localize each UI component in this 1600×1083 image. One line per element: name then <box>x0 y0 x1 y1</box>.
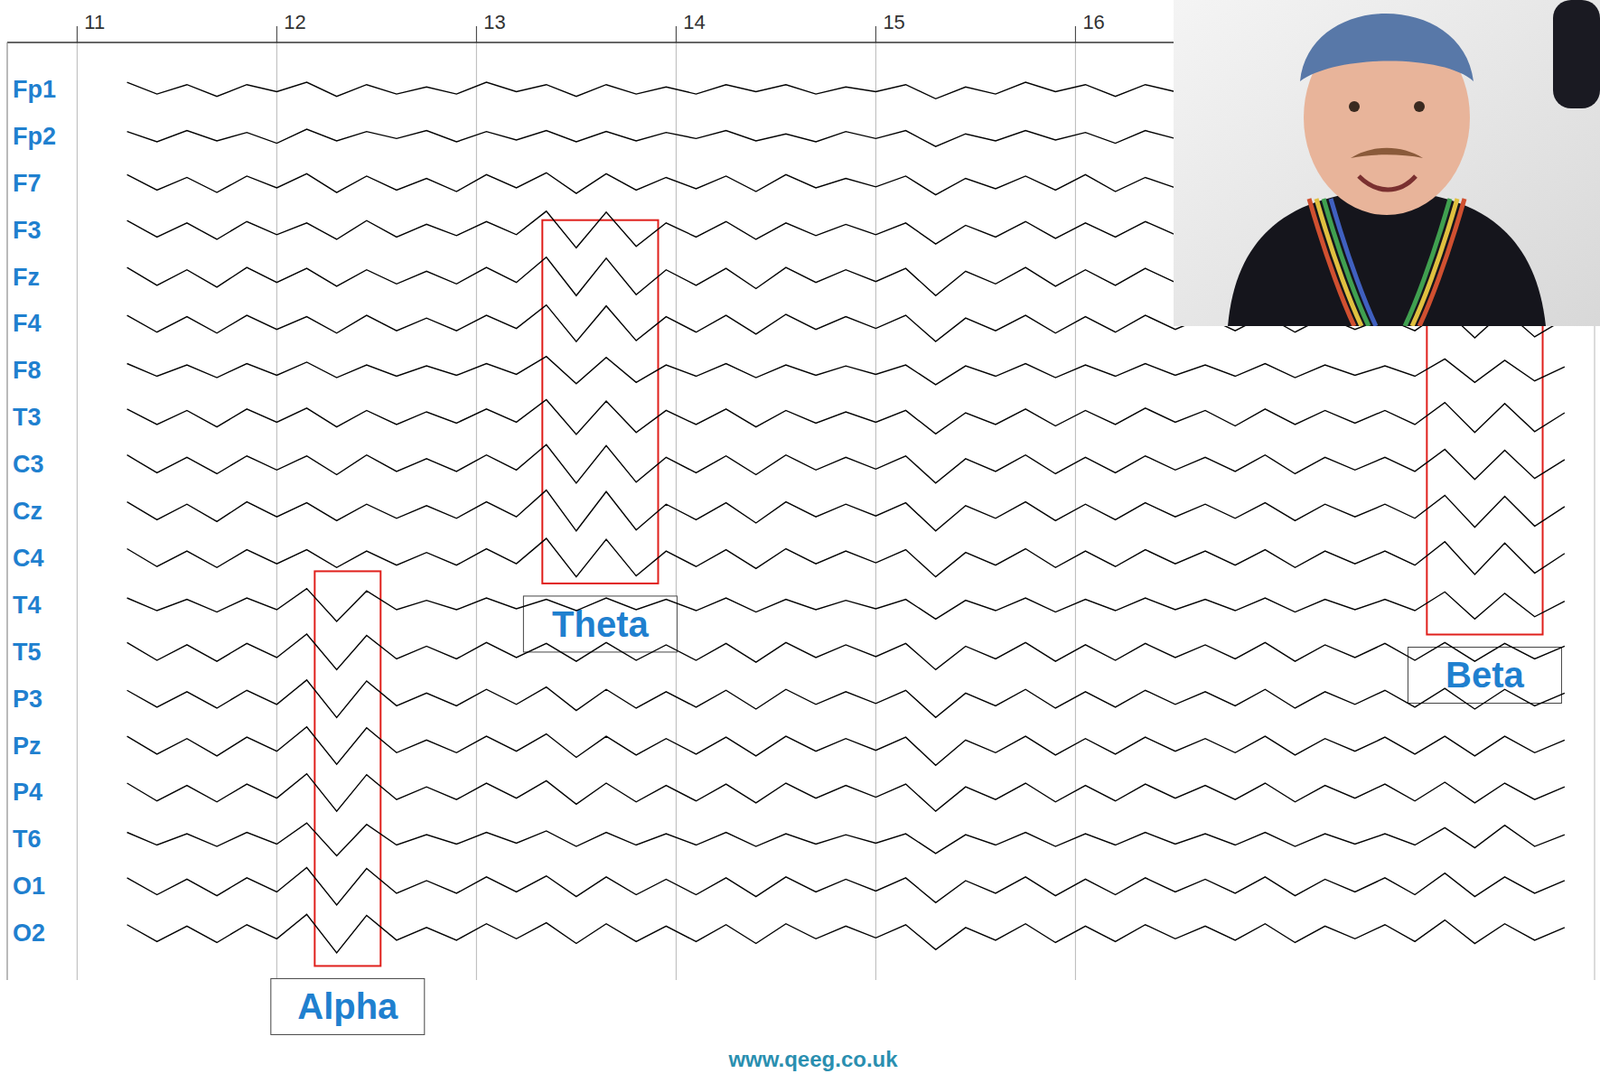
svg-text:Fp1: Fp1 <box>12 75 57 103</box>
svg-text:13: 13 <box>483 10 506 34</box>
html-text:www.qeeg.co.uk: www.qeeg.co.uk <box>728 1047 898 1072</box>
svg-text:F4: F4 <box>12 309 42 337</box>
svg-text:F8: F8 <box>12 356 42 384</box>
svg-text:Beta: Beta <box>1445 654 1525 695</box>
svg-text:16: 16 <box>1082 10 1105 34</box>
svg-text:14: 14 <box>683 10 705 34</box>
svg-text:Alpha: Alpha <box>297 986 399 1027</box>
svg-text:T6: T6 <box>12 825 42 853</box>
svg-text:P3: P3 <box>12 685 43 713</box>
svg-text:F3: F3 <box>12 216 42 244</box>
svg-text:11: 11 <box>84 10 105 34</box>
svg-text:15: 15 <box>882 10 905 34</box>
svg-text:F7: F7 <box>12 169 42 197</box>
svg-text:O1: O1 <box>12 872 46 900</box>
svg-text:O2: O2 <box>12 919 46 947</box>
svg-text:Pz: Pz <box>12 732 42 760</box>
svg-text:C3: C3 <box>12 450 45 478</box>
svg-text:Fp2: Fp2 <box>12 122 57 150</box>
svg-text:T4: T4 <box>12 591 42 619</box>
svg-text:12: 12 <box>283 10 306 34</box>
svg-text:Cz: Cz <box>12 497 43 525</box>
svg-text:P4: P4 <box>12 778 43 806</box>
svg-text:C4: C4 <box>12 544 45 572</box>
svg-text:Fz: Fz <box>12 263 40 291</box>
svg-text:T5: T5 <box>12 638 42 666</box>
svg-text:Theta: Theta <box>552 604 649 645</box>
svg-text:T3: T3 <box>12 403 42 431</box>
